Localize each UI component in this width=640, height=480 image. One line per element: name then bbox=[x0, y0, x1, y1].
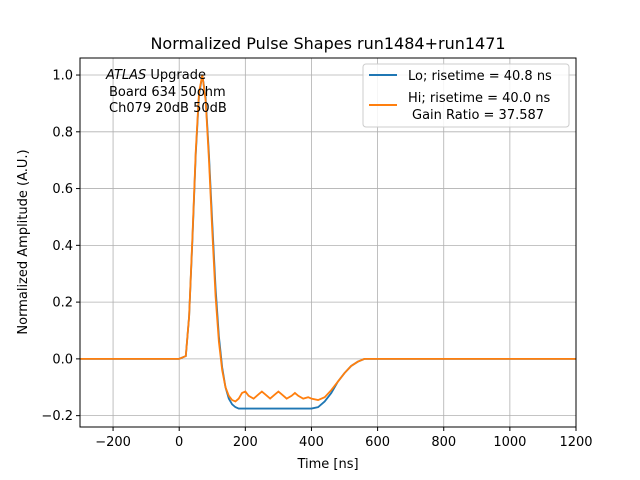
legend-box bbox=[362, 63, 570, 128]
y-tick-label: 1.0 bbox=[52, 69, 73, 84]
x-tick-label: 1000 bbox=[493, 435, 526, 450]
y-tick-label: 0.0 bbox=[52, 352, 73, 367]
x-axis-ticks: −200 0 200 400 600 800 1000 1200 bbox=[95, 427, 593, 450]
plot-frame bbox=[79, 57, 577, 428]
annotation-atlas: ATLAS bbox=[105, 68, 146, 83]
y-tick-label: 0.2 bbox=[52, 296, 73, 311]
series-group bbox=[80, 74, 576, 410]
y-tick-label: 0.6 bbox=[52, 182, 73, 197]
y-tick-label: 0.8 bbox=[52, 125, 73, 140]
annotation-line-1: ATLAS Upgrade bbox=[105, 68, 206, 83]
y-axis-label: Normalized Amplitude (A.U.) bbox=[16, 149, 31, 334]
y-tick-label: 0.4 bbox=[52, 239, 73, 254]
annotation-upgrade: Upgrade bbox=[146, 68, 206, 83]
legend-label-lo: Lo; risetime = 40.8 ns bbox=[408, 69, 552, 84]
x-tick-label: 0 bbox=[175, 435, 183, 450]
legend: Lo; risetime = 40.8 ns Hi; risetime = 40… bbox=[362, 63, 570, 128]
y-axis-ticks: −0.2 0.0 0.2 0.4 0.6 0.8 1.0 bbox=[41, 69, 80, 424]
x-tick-label: 200 bbox=[233, 435, 258, 450]
annotation-line-2: Board 634 50ohm bbox=[109, 85, 226, 100]
chart-title: Normalized Pulse Shapes run1484+run1471 bbox=[150, 34, 505, 53]
annotation-line-3: Ch079 20dB 50dB bbox=[109, 101, 227, 116]
atlas-annotation: ATLAS Upgrade Board 634 50ohm Ch079 20dB… bbox=[105, 68, 227, 116]
y-tick-label: −0.2 bbox=[41, 409, 73, 424]
legend-label-hi-gain: Gain Ratio = 37.587 bbox=[412, 108, 544, 123]
x-tick-label: 600 bbox=[365, 435, 390, 450]
x-tick-label: 1200 bbox=[559, 435, 592, 450]
x-tick-label: −200 bbox=[95, 435, 131, 450]
legend-label-hi: Hi; risetime = 40.0 ns bbox=[408, 91, 550, 106]
x-axis-label: Time [ns] bbox=[296, 457, 358, 472]
x-tick-label: 400 bbox=[299, 435, 324, 450]
x-tick-label: 800 bbox=[431, 435, 456, 450]
series-line-hi bbox=[80, 74, 576, 403]
